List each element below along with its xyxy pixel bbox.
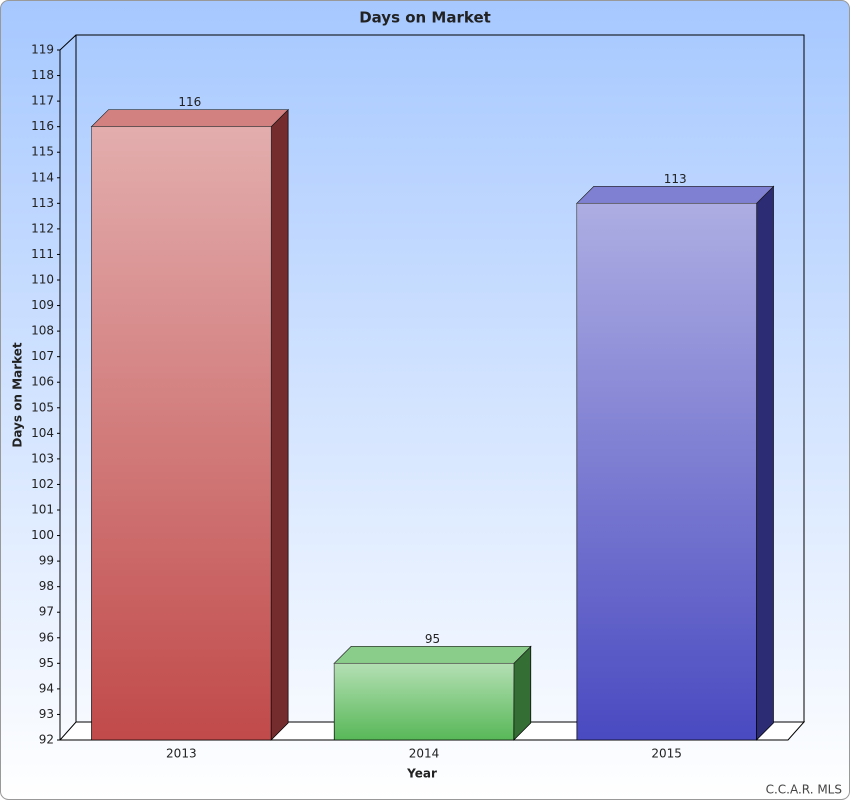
y-tick-label: 98 (39, 579, 54, 593)
y-tick-label: 105 (31, 400, 54, 414)
y-tick-label: 112 (31, 221, 54, 235)
y-tick-label: 102 (31, 477, 54, 491)
y-tick-label: 116 (31, 119, 54, 133)
y-tick-label: 101 (31, 503, 54, 517)
bar-shine (91, 126, 272, 740)
bar-shine (576, 203, 757, 741)
x-tick-label: 2013 (166, 747, 197, 761)
y-tick-label: 115 (31, 145, 54, 159)
y-tick-label: 104 (31, 426, 54, 440)
y-tick-label: 107 (31, 349, 54, 363)
y-tick-label: 119 (31, 43, 54, 57)
y-tick-label: 92 (39, 733, 54, 747)
bar-top-shine (91, 109, 289, 127)
chart-title: Days on Market (359, 9, 491, 27)
bar-top-shine (334, 646, 531, 664)
y-axis-title: Days on Market (11, 342, 25, 448)
y-tick-label: 111 (31, 247, 54, 261)
value-label: 113 (664, 172, 687, 186)
bar-side-shade (513, 646, 531, 740)
bar-side-shade (756, 186, 774, 741)
y-tick-label: 97 (39, 605, 54, 619)
y-tick-label: 103 (31, 451, 54, 465)
y-tick-label: 114 (31, 170, 54, 184)
y-tick-label: 118 (31, 68, 54, 82)
y-tick-label: 94 (39, 681, 54, 695)
x-axis-title: Year (406, 767, 437, 781)
x-tick-label: 2014 (409, 747, 440, 761)
y-tick-label: 106 (31, 375, 54, 389)
y-tick-label: 95 (39, 656, 54, 670)
y-tick-label: 99 (39, 554, 54, 568)
y-tick-label: 96 (39, 630, 54, 644)
value-label: 95 (425, 632, 440, 646)
source: C.C.A.R. MLS (766, 783, 842, 797)
y-tick-label: 108 (31, 324, 54, 338)
bar-side-shade (271, 109, 289, 740)
y-tick-label: 109 (31, 298, 54, 312)
y-tick-label: 117 (31, 94, 54, 108)
bar-shine (334, 663, 514, 740)
wall-edge (59, 34, 77, 51)
bar-top-shine (576, 186, 774, 204)
y-tick-label: 93 (39, 707, 54, 721)
y-tick-label: 113 (31, 196, 54, 210)
x-tick-label: 2015 (651, 747, 682, 761)
value-label: 116 (178, 95, 201, 109)
y-tick-label: 100 (31, 528, 54, 542)
y-tick-label: 110 (31, 273, 54, 287)
